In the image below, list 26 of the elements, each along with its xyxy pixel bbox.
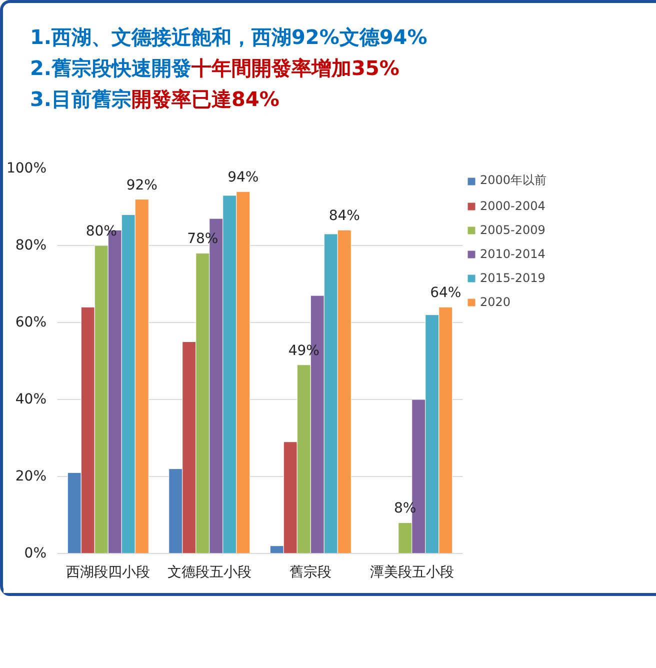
x-tick-label: 舊宗段 <box>290 564 332 580</box>
data-label: 64% <box>430 285 462 302</box>
data-label: 92% <box>126 177 158 194</box>
y-tick-label: 60% <box>15 314 47 330</box>
legend-label: 2000年以前 <box>480 172 547 189</box>
text: 3.目前舊宗 <box>30 87 132 111</box>
text: 1.西湖、文德接近飽和，西湖92%文德94% <box>30 25 428 49</box>
y-tick-label: 20% <box>15 468 47 484</box>
text: 2.舊宗段快速開發 <box>30 56 192 80</box>
data-label: 80% <box>86 224 117 240</box>
y-tick-label: 80% <box>15 238 47 254</box>
y-tick-label: 40% <box>15 392 47 408</box>
x-tick-label: 潭美段五小段 <box>370 564 454 580</box>
text: 十年間開發率增加35% <box>192 56 400 80</box>
legend-label: 2000-2004 <box>480 199 546 213</box>
x-tick-label: 文德段五小段 <box>167 564 252 580</box>
legend-label: 2015-2019 <box>480 271 546 285</box>
legend-label: 2020 <box>480 295 511 309</box>
y-tick-label: 0% <box>24 546 47 562</box>
data-label: 94% <box>228 170 259 186</box>
y-tick-label: 100% <box>6 160 47 176</box>
legend-label: 2010-2014 <box>480 247 546 261</box>
legend-label: 2005-2009 <box>480 223 546 237</box>
x-tick-label: 西湖段四小段 <box>66 564 150 580</box>
text: 開發率已達84% <box>132 87 280 111</box>
data-label: 84% <box>328 208 360 224</box>
